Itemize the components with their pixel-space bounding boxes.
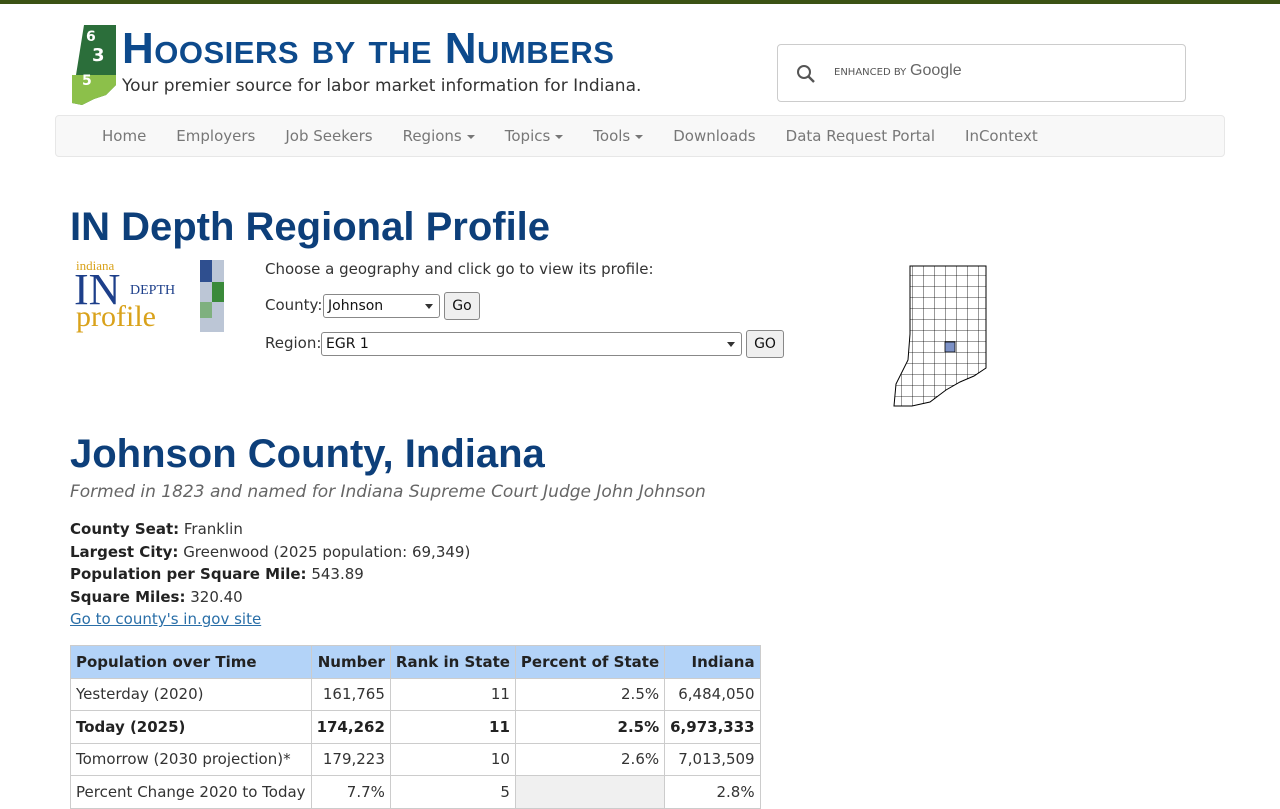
- cell: 2.5%: [514, 677, 666, 711]
- column-header: Percent of State: [514, 645, 666, 679]
- nav-dropdown[interactable]: Tools: [578, 116, 658, 156]
- cell: Today (2025): [70, 710, 312, 744]
- nav-item[interactable]: Employers: [176, 127, 256, 145]
- region-go-button[interactable]: GO: [746, 330, 784, 358]
- cell: 6,973,333: [664, 710, 761, 744]
- fact: Largest City: Greenwood (2025 population…: [70, 541, 470, 564]
- cell: 2.6%: [514, 742, 666, 776]
- cell: 2.8%: [664, 775, 761, 809]
- fact-label: Population per Square Mile:: [70, 565, 307, 584]
- nav-item[interactable]: Job Seekers: [285, 127, 373, 145]
- search-label: ENHANCED BY: [834, 67, 907, 78]
- nav-item[interactable]: InContext: [965, 127, 1038, 145]
- county-select[interactable]: Johnson: [323, 294, 440, 318]
- cell: 174,262: [310, 710, 391, 744]
- site-logo[interactable]: 6 3 5: [70, 25, 120, 107]
- tagline: Your premier source for labor market inf…: [122, 76, 642, 96]
- county-facts: County Seat: Franklin Largest City: Gree…: [70, 518, 470, 631]
- cell: Yesterday (2020): [70, 677, 312, 711]
- profile-logo: indiana IN DEPTH profile: [74, 258, 224, 333]
- prompt: Choose a geography and click go to view …: [265, 260, 654, 278]
- county-link[interactable]: Go to county's in.gov site: [70, 610, 262, 629]
- header-row: Population over Time Number Rank in Stat…: [70, 645, 761, 679]
- county-go-button[interactable]: Go: [444, 292, 480, 320]
- top-bar: [0, 0, 1280, 4]
- column-header: Number: [310, 645, 391, 679]
- search-brand: Google: [910, 62, 962, 79]
- county-title: Johnson County, Indiana: [70, 432, 545, 476]
- column-header: Rank in State: [389, 645, 516, 679]
- cell: 7.7%: [310, 775, 391, 809]
- logo-text: indiana: [76, 258, 114, 273]
- fact-label: County Seat:: [70, 520, 180, 538]
- fact: County Seat: Franklin: [70, 518, 470, 541]
- region-select[interactable]: EGR 1: [321, 332, 742, 356]
- nav-dropdown[interactable]: Topics: [490, 116, 579, 156]
- column-header: Population over Time: [70, 645, 312, 679]
- table-row: Yesterday (2020) 161,765 11 2.5% 6,484,050: [70, 677, 761, 711]
- fact-value: Greenwood (2025 population: 69,349): [183, 542, 471, 561]
- nav-item[interactable]: Home: [102, 127, 147, 145]
- svg-text:3: 3: [92, 45, 105, 66]
- column-header: Indiana: [664, 645, 761, 679]
- fact: Population per Square Mile: 543.89: [70, 563, 470, 586]
- navbar: Home Employers Job Seekers Regions Topic…: [55, 115, 1225, 157]
- cell: 6,484,050: [664, 677, 761, 711]
- search-icon[interactable]: [796, 64, 816, 84]
- indiana-map: [893, 265, 987, 407]
- nav-item[interactable]: Downloads: [673, 127, 756, 145]
- logo-text: DEPTH: [130, 283, 175, 298]
- table-row: Today (2025) 174,262 11 2.5% 6,973,333: [70, 710, 761, 744]
- cell: Percent Change 2020 to Today: [70, 775, 312, 809]
- county-subtitle: Formed in 1823 and named for Indiana Sup…: [70, 482, 706, 502]
- site-title[interactable]: Hoosiers by the Numbers: [122, 24, 615, 73]
- cell: 179,223: [310, 742, 391, 776]
- fact: Square Miles: 320.40: [70, 586, 470, 609]
- cell: 11: [389, 710, 516, 744]
- search-box[interactable]: ENHANCED BY Google: [777, 44, 1186, 102]
- cell: 2.5%: [514, 710, 666, 744]
- logo-text: IN: [74, 265, 120, 314]
- page-title: IN Depth Regional Profile: [70, 205, 551, 249]
- fact-label: Square Miles:: [70, 587, 186, 606]
- cell: 7,013,509: [664, 742, 761, 776]
- county-label: County:: [265, 296, 323, 314]
- svg-text:6: 6: [86, 29, 96, 45]
- fact-value: 320.40: [190, 587, 243, 606]
- table-row: Tomorrow (2030 projection)* 179,223 10 2.6%…: [70, 742, 761, 776]
- table-row: Percent Change 2020 to Today 7.7% 5 2.8%: [70, 775, 761, 809]
- empty-cell: [514, 775, 666, 809]
- cell: 11: [389, 677, 516, 711]
- cell: 10: [389, 742, 516, 776]
- cell: 161,765: [310, 677, 391, 711]
- fact-value: Franklin: [183, 520, 243, 538]
- cell: 5: [389, 775, 516, 809]
- nav-item[interactable]: Data Request Portal: [785, 127, 936, 145]
- nav-dropdown[interactable]: Regions: [388, 116, 490, 156]
- logo-text: profile: [76, 300, 156, 333]
- cell: Tomorrow (2030 projection)*: [70, 742, 312, 776]
- population-table: Population over Time Number Rank in Stat…: [70, 645, 761, 809]
- fact-value: 543.89: [311, 565, 364, 584]
- region-label: Region:: [265, 334, 322, 352]
- fact-label: Largest City:: [70, 542, 179, 561]
- svg-text:5: 5: [82, 73, 92, 89]
